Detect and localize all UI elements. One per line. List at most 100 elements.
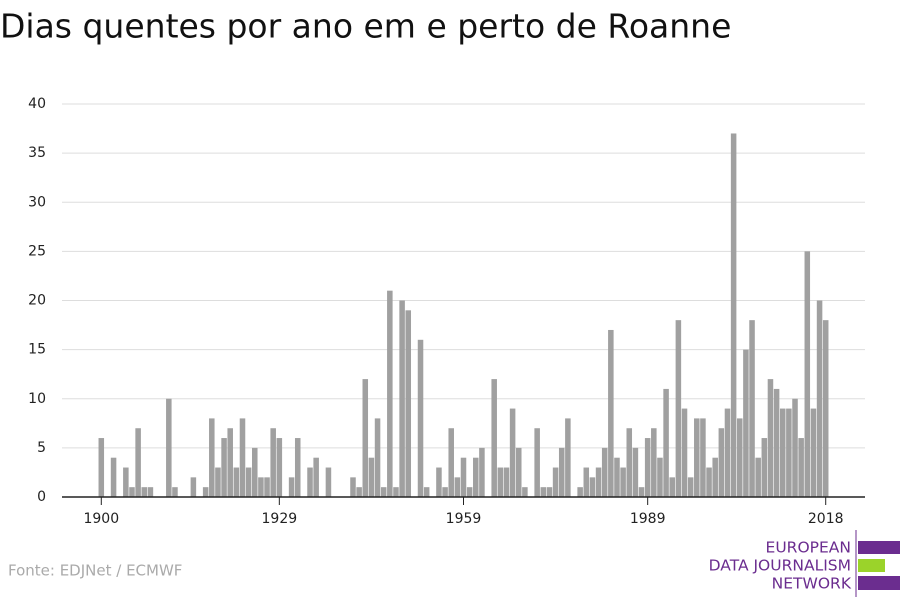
bar	[583, 467, 590, 497]
bar	[473, 457, 479, 497]
bar	[736, 418, 743, 497]
bar	[202, 487, 209, 497]
bar	[387, 290, 393, 497]
logo-bar	[858, 576, 900, 590]
bar	[307, 467, 313, 497]
bar	[221, 438, 227, 497]
bar	[773, 388, 780, 497]
x-tick-label: 2018	[808, 511, 844, 527]
bar	[466, 487, 473, 497]
bar	[325, 467, 332, 497]
bar	[245, 467, 252, 497]
bar	[399, 300, 405, 497]
bar	[362, 379, 369, 497]
bar	[552, 467, 559, 497]
logo: EUROPEAN DATA JOURNALISM NETWORK	[709, 530, 900, 597]
y-tick-label: 30	[28, 194, 46, 210]
bar	[540, 487, 547, 497]
bar	[190, 477, 197, 497]
y-tick-label: 5	[37, 440, 46, 456]
bar	[577, 487, 583, 497]
bar	[405, 310, 412, 497]
bar	[436, 467, 442, 497]
bar	[804, 251, 811, 497]
bar	[755, 457, 761, 497]
bar	[620, 467, 626, 497]
bar	[417, 339, 424, 497]
bar	[694, 418, 700, 497]
bar	[546, 487, 553, 497]
bar	[522, 487, 528, 497]
bar	[810, 408, 817, 497]
logo-text: DATA JOURNALISM	[709, 557, 851, 575]
logo-text: NETWORK	[772, 575, 852, 593]
bar	[288, 477, 295, 497]
bar	[448, 428, 454, 497]
bar	[730, 133, 737, 497]
bar	[110, 457, 117, 497]
bar	[614, 457, 620, 497]
bar	[147, 487, 154, 497]
bar	[700, 418, 706, 497]
bar	[294, 438, 301, 497]
bar	[534, 428, 540, 497]
bar	[779, 408, 786, 497]
chart-title: Dias quentes por ano em e perto de Roann…	[0, 7, 731, 46]
bar	[258, 477, 264, 497]
source: Fonte: EDJNet / ECMWF	[8, 562, 182, 580]
bar	[816, 300, 823, 497]
bar	[350, 477, 356, 497]
bar	[724, 408, 731, 497]
bar	[454, 477, 461, 497]
bar	[123, 467, 129, 497]
bar	[712, 457, 718, 497]
bar	[276, 438, 283, 497]
bar	[792, 398, 798, 497]
bar	[657, 457, 663, 497]
bar	[601, 447, 608, 497]
x-tick-label: 1989	[630, 511, 666, 527]
bar	[565, 418, 571, 497]
bar	[166, 398, 172, 497]
y-tick-label: 25	[28, 243, 46, 259]
bar	[589, 477, 596, 497]
bar	[227, 428, 233, 497]
y-tick-label: 35	[28, 145, 46, 161]
bar	[129, 487, 135, 497]
bar	[663, 388, 669, 497]
bar	[491, 379, 497, 497]
bar	[423, 487, 430, 497]
bar	[595, 467, 602, 497]
bar	[761, 438, 768, 497]
bar	[239, 418, 246, 497]
logo-bar	[858, 559, 885, 572]
bar	[644, 438, 651, 497]
bar	[681, 408, 688, 497]
bar	[822, 320, 829, 497]
bar	[172, 487, 178, 497]
bar	[98, 438, 105, 497]
bar	[264, 477, 270, 497]
bar	[608, 329, 614, 497]
bar	[503, 467, 510, 497]
bar	[767, 379, 774, 497]
bar	[233, 467, 240, 497]
bar	[798, 438, 804, 497]
bar	[509, 408, 516, 497]
bar	[374, 418, 381, 497]
bar	[632, 447, 639, 497]
bar	[215, 467, 221, 497]
bar	[638, 487, 645, 497]
bar	[356, 487, 362, 497]
bar	[479, 447, 485, 497]
x-tick-label: 1959	[446, 511, 482, 527]
bar	[718, 428, 725, 497]
bar	[141, 487, 148, 497]
bar	[393, 487, 399, 497]
bar	[651, 428, 657, 497]
bar	[380, 487, 387, 497]
x-tick-label: 1900	[83, 511, 119, 527]
bar	[558, 447, 565, 497]
y-tick-label: 0	[37, 489, 46, 505]
